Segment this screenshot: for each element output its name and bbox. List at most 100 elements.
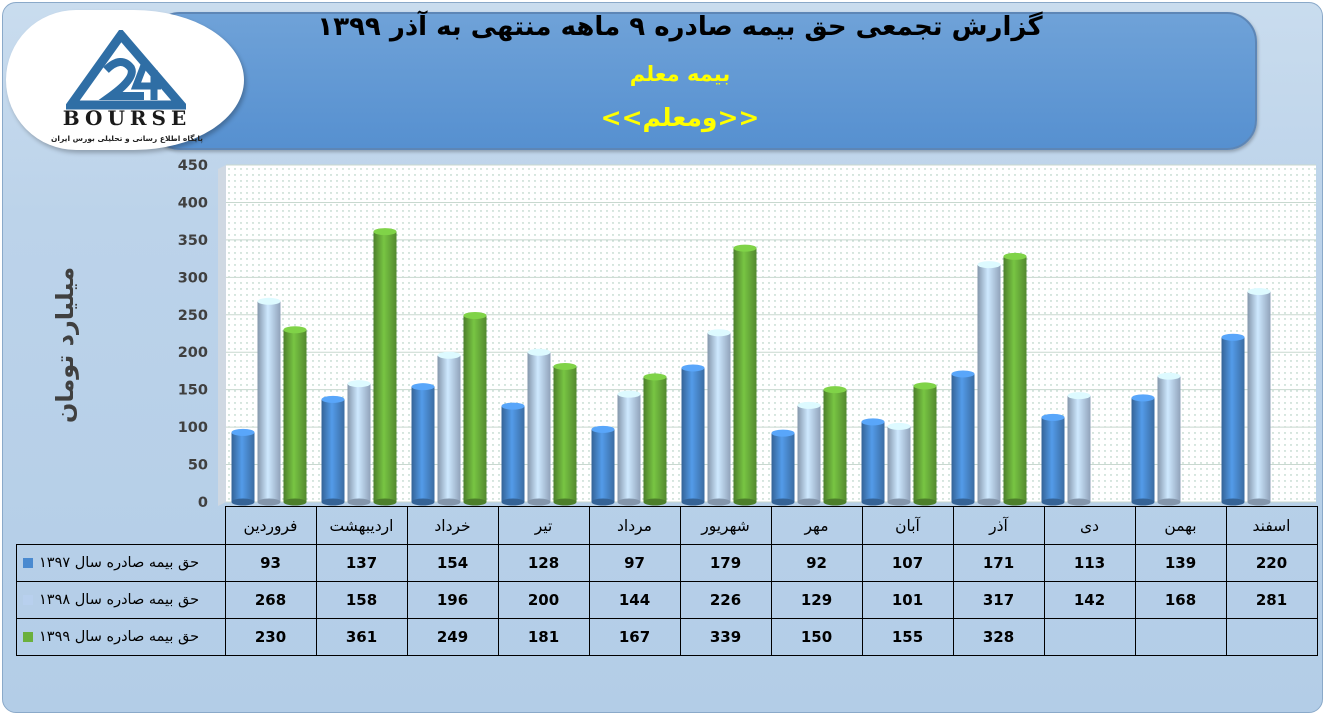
data-label: 137	[315, 544, 408, 582]
chart-subtitle: بیمه معلم	[629, 62, 731, 86]
bar	[733, 248, 757, 502]
bar	[1067, 395, 1091, 502]
x-tick-label: آذر	[952, 506, 1045, 545]
legend-entry: حق بیمه صادره سال ۱۳۹۹	[16, 618, 226, 656]
bar-cap	[797, 401, 821, 409]
data-label: 154	[406, 544, 499, 582]
bar-base	[823, 498, 847, 506]
series-name: حق بیمه صادره سال ۱۳۹۸	[39, 592, 200, 608]
data-label: 113	[1043, 544, 1136, 582]
x-tick-label: خرداد	[406, 506, 499, 545]
data-label: 168	[1134, 581, 1227, 619]
bar-cap	[527, 348, 551, 356]
bar-cap	[553, 362, 577, 370]
bar	[231, 432, 255, 502]
y-tick-label: 300	[178, 270, 208, 286]
bar-cap	[707, 329, 731, 337]
data-label: 128	[497, 544, 590, 582]
data-label: 196	[406, 581, 499, 619]
bar	[347, 383, 371, 502]
bar-cap	[887, 422, 911, 430]
y-axis-title: میلیارد تومان	[51, 266, 79, 424]
y-tick-label: 0	[198, 495, 208, 511]
x-tick-label: مرداد	[588, 506, 681, 545]
bar-cap	[771, 429, 795, 437]
data-label: 281	[1225, 581, 1318, 619]
data-label: 167	[588, 618, 681, 656]
data-label: 155	[861, 618, 954, 656]
bar-cap	[591, 425, 615, 433]
bar	[951, 373, 975, 502]
bar	[681, 367, 705, 502]
bar-base	[437, 498, 461, 506]
bar-base	[1221, 498, 1245, 506]
bar-base	[861, 498, 885, 506]
bar-cap	[231, 428, 255, 436]
y-tick-label: 450	[178, 158, 208, 174]
bar-base	[1157, 498, 1181, 506]
data-label: 220	[1225, 544, 1318, 582]
data-label: 139	[1134, 544, 1227, 582]
bar	[1157, 376, 1181, 502]
data-label: 92	[770, 544, 863, 582]
chart-title: گزارش تجمعی حق بیمه صادره ۹ ماهه منتهی ب…	[317, 12, 1043, 42]
data-label: 144	[588, 581, 681, 619]
bar	[771, 433, 795, 502]
bar-cap	[1221, 333, 1245, 341]
bar	[283, 329, 307, 502]
bar-base	[283, 498, 307, 506]
data-label: 150	[770, 618, 863, 656]
table-corner	[16, 506, 226, 545]
bar-cap	[861, 418, 885, 426]
bar	[527, 352, 551, 502]
legend-swatch	[23, 632, 33, 642]
bar	[913, 385, 937, 502]
bar-cap	[913, 382, 937, 390]
data-label: 328	[952, 618, 1045, 656]
bar-cap	[1157, 372, 1181, 380]
data-label	[1134, 618, 1227, 656]
data-label: 142	[1043, 581, 1136, 619]
bar-base	[411, 498, 435, 506]
data-label: 158	[315, 581, 408, 619]
bar-base	[643, 498, 667, 506]
bar-base	[951, 498, 975, 506]
legend-entry: حق بیمه صادره سال ۱۳۹۷	[16, 544, 226, 582]
x-tick-label: اردیبهشت	[315, 506, 408, 545]
data-label: 129	[770, 581, 863, 619]
bar-cap	[257, 297, 281, 305]
bar	[1221, 337, 1245, 502]
bar	[643, 376, 667, 502]
bar-base	[771, 498, 795, 506]
bar-base	[553, 498, 577, 506]
stock-symbol: <<ومعلم>>	[600, 103, 760, 132]
bar-cap	[283, 326, 307, 334]
bar-cap	[1041, 413, 1065, 421]
bar	[553, 366, 577, 502]
plot-side-wall	[218, 165, 226, 506]
bar-base	[463, 498, 487, 506]
x-tick-label: آبان	[861, 506, 954, 545]
bar	[797, 405, 821, 502]
bar-base	[977, 498, 1001, 506]
bar-base	[681, 498, 705, 506]
x-tick-label: بهمن	[1134, 506, 1227, 545]
table-row: حق بیمه صادره سال ۱۳۹۹ 230 361 249 181 167 339…	[16, 618, 1318, 656]
logo-wordmark: BOURSE	[62, 106, 192, 130]
x-tick-label: تیر	[497, 506, 590, 545]
logo-caption: پایگاه اطلاع رسانی و تحلیلی بورس ایران	[51, 134, 203, 143]
data-table: فروردین اردیبهشت خرداد تیر مرداد شهریور مهر آبا…	[16, 506, 1318, 656]
bar	[1041, 417, 1065, 502]
bar	[257, 301, 281, 502]
x-tick-label: اسفند	[1225, 506, 1318, 545]
table-row: حق بیمه صادره سال ۱۳۹۷ 93 137 154 128 97 179 92…	[16, 544, 1318, 582]
bar-cap	[977, 261, 1001, 269]
x-tick-label: شهریور	[679, 506, 772, 545]
bar-base	[373, 498, 397, 506]
bar	[1003, 256, 1027, 502]
y-tick-label: 200	[178, 345, 208, 361]
bar	[1131, 397, 1155, 502]
data-label: 97	[588, 544, 681, 582]
bar	[707, 332, 731, 502]
bar-cap	[733, 244, 757, 252]
